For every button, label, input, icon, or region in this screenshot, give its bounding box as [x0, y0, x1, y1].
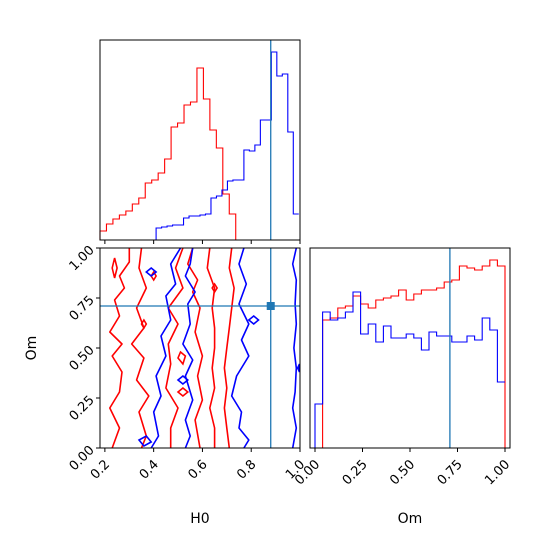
contour-red-island — [176, 386, 190, 398]
x-tick-label: 0.4 — [137, 457, 162, 482]
y-tick-label: 0.50 — [67, 343, 98, 374]
contour-red-line — [187, 247, 204, 449]
histogram-blue-series — [155, 51, 299, 240]
contour-blue-line — [150, 247, 182, 449]
contour-blue-line — [182, 247, 196, 449]
contour-red-island — [111, 257, 118, 279]
x-tick-label: 0.2 — [88, 457, 113, 482]
contour-red-island — [211, 282, 219, 294]
x-tick-label: 0.8 — [234, 457, 259, 482]
x-tick-label: 0.25 — [340, 457, 371, 488]
y-tick-label: 0.25 — [67, 393, 98, 424]
x-tick-label: 1.00 — [482, 457, 513, 488]
contour-blue-line — [291, 247, 298, 449]
y-tick-label: 0.75 — [67, 293, 98, 324]
truth-marker — [266, 302, 275, 310]
contour-red-line — [206, 247, 216, 448]
contour-blue-line — [230, 247, 250, 449]
contour-blue-island — [137, 434, 153, 448]
axes-frame — [309, 247, 511, 449]
x-tick-label: 0.6 — [185, 457, 210, 482]
contour-red-island — [140, 318, 148, 330]
histogram-blue-series — [314, 291, 505, 448]
contour-red-line — [165, 247, 184, 448]
contour-red-line — [223, 247, 235, 449]
contour-blue-island — [145, 266, 158, 278]
x-tick-label: 0.50 — [387, 457, 418, 488]
x-tick-label: 0.75 — [435, 457, 466, 488]
contour-red-line — [109, 248, 131, 449]
histogram-red-series — [99, 67, 243, 241]
y-tick-label: 1.00 — [67, 243, 98, 274]
h0-histogram-panel — [99, 39, 301, 244]
contour-blue-island — [296, 363, 301, 373]
y-axis-label-om: Om — [24, 336, 40, 361]
axes-frame — [99, 39, 301, 241]
contour-blue-island — [247, 314, 260, 326]
contour-red-island — [177, 350, 187, 366]
contour-blue-island — [176, 374, 190, 386]
contour-red-line — [130, 247, 150, 449]
x-axis-label-h0: H0 — [190, 511, 209, 527]
histogram-red-series — [315, 259, 506, 449]
x-axis-label-om: Om — [398, 511, 423, 527]
